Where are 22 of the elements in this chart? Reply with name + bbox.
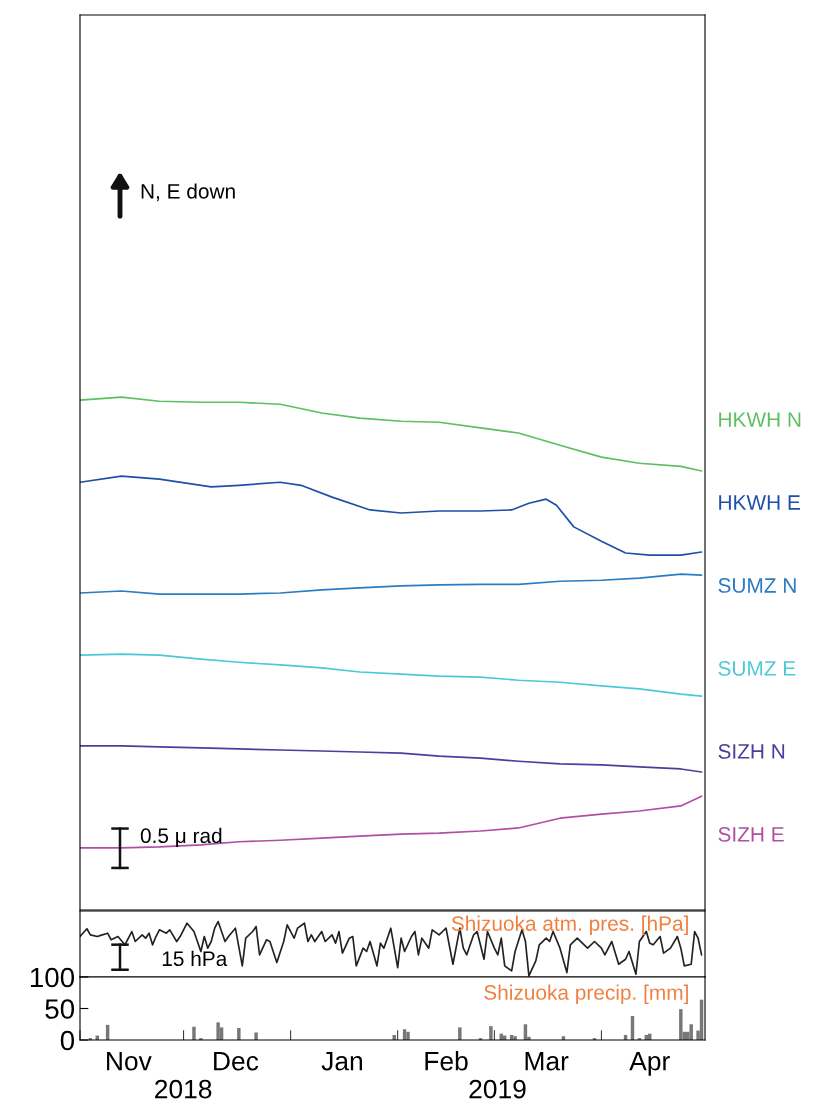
y-tick-label: 50 — [45, 999, 75, 1019]
series-label: SUMZ E — [718, 661, 796, 676]
series-label: SIZH E — [718, 827, 784, 842]
y-tick-label: 100 — [30, 967, 75, 988]
text: N, E down — [141, 183, 235, 202]
series-label: SIZH N — [718, 744, 785, 759]
y-tick-label: 0 — [60, 1030, 75, 1051]
x-tick-label: Mar — [525, 1052, 569, 1071]
chart-title: Shizuoka atm. pres. [hPa] — [451, 915, 688, 936]
annotation: 15 hPa — [162, 950, 228, 967]
x-tick-label: Apr — [629, 1052, 670, 1076]
text: 2018 — [155, 1079, 212, 1099]
x-tick-label: Feb — [425, 1051, 468, 1071]
x-tick-label: Dec — [214, 1052, 259, 1071]
text: HKWH E — [719, 495, 800, 510]
chart-title: Shizuoka precip. [mm] — [484, 984, 688, 1004]
text: 2019 — [469, 1079, 526, 1099]
x-tick-label: Jan — [321, 1052, 362, 1071]
annotation: 0.5 μ rad — [140, 827, 222, 847]
text: HKWH N — [719, 412, 801, 427]
series-label: SUMZ N — [718, 578, 796, 593]
x-tick-label: Nov — [107, 1052, 152, 1071]
